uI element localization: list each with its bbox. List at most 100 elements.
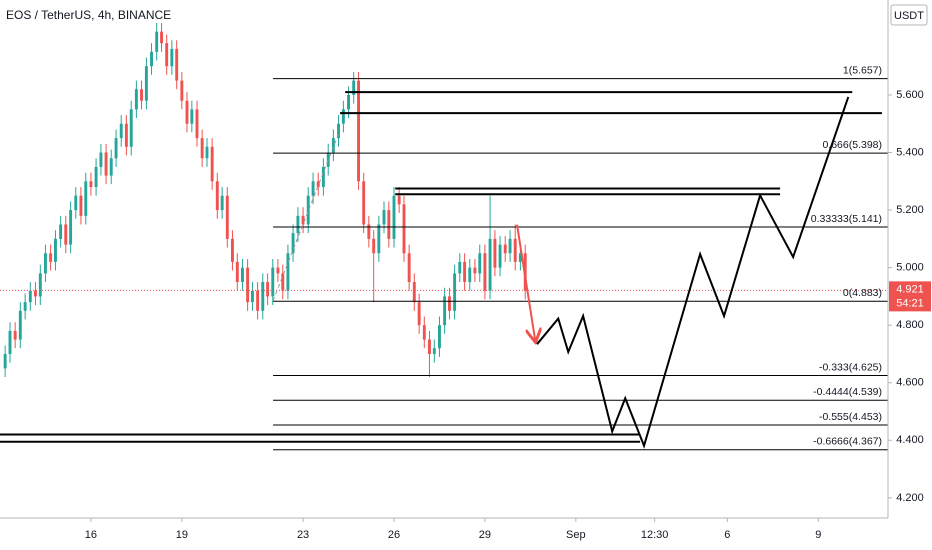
candle-body bbox=[185, 100, 189, 124]
y-tick-label: 4.400 bbox=[896, 434, 924, 446]
candle-body bbox=[190, 109, 194, 124]
candle-body bbox=[13, 330, 17, 340]
candle-body bbox=[104, 152, 108, 176]
candle-body bbox=[362, 181, 366, 225]
candle-body bbox=[69, 210, 73, 245]
candle-body bbox=[427, 339, 431, 354]
candle-body bbox=[129, 109, 133, 147]
red-arrow bbox=[516, 224, 535, 341]
fib-label: 1(5.657) bbox=[843, 64, 882, 76]
candle-body bbox=[296, 215, 300, 234]
candle-body bbox=[3, 353, 7, 369]
candle-body bbox=[352, 80, 356, 95]
candle-body bbox=[326, 152, 330, 167]
plot-area: 1(5.657) 0.666(5.398) 0.33333(5.141) 0(4.88… bbox=[0, 23, 888, 451]
x-tick-label: 23 bbox=[297, 529, 309, 541]
candle-body bbox=[220, 195, 224, 211]
candle-body bbox=[286, 253, 290, 291]
candle-body bbox=[518, 253, 522, 262]
candle-body bbox=[407, 253, 411, 283]
currency-box[interactable] bbox=[890, 4, 928, 26]
projection-path bbox=[536, 96, 850, 449]
chart-title: EOS / TetherUS, 4h, BINANCE bbox=[6, 8, 171, 22]
x-tick-label: Sep bbox=[566, 529, 586, 541]
currency: USDT bbox=[894, 10, 924, 22]
trend-line bbox=[272, 129, 341, 301]
price-tag bbox=[889, 281, 931, 312]
fib-label: -0.6666(4.367) bbox=[813, 436, 882, 448]
candle-body bbox=[175, 48, 179, 81]
candle-body bbox=[473, 267, 477, 274]
fib-label: -0.555(4.453) bbox=[819, 411, 882, 423]
candle-body bbox=[59, 224, 63, 239]
candle-body bbox=[437, 325, 441, 349]
candle-body bbox=[8, 330, 12, 354]
candle-body bbox=[23, 302, 27, 311]
fib-label: -0.4444(4.539) bbox=[813, 386, 882, 398]
x-tick-label: 16 bbox=[85, 529, 97, 541]
candle-body bbox=[347, 94, 350, 110]
price-tag-countdown: 54:21 bbox=[896, 297, 924, 309]
candle-body bbox=[94, 166, 98, 188]
candle-body bbox=[144, 66, 148, 101]
candle-body bbox=[281, 273, 285, 291]
candle-body bbox=[44, 253, 47, 274]
candle-body bbox=[276, 267, 280, 274]
candle-body bbox=[463, 261, 467, 283]
candle-body bbox=[493, 238, 497, 268]
candle-body bbox=[134, 89, 138, 110]
candle-body bbox=[271, 267, 275, 297]
candle-body bbox=[246, 267, 250, 303]
fib-label: 0.33333(5.141) bbox=[811, 213, 882, 225]
candle-body bbox=[387, 210, 391, 239]
candle-body bbox=[54, 238, 57, 262]
candle-body bbox=[337, 123, 340, 139]
y-tick-label: 5.200 bbox=[896, 204, 924, 216]
candle-body bbox=[74, 195, 78, 211]
candle-body bbox=[99, 152, 103, 167]
candle-body bbox=[266, 282, 270, 297]
candle-body bbox=[443, 296, 447, 326]
candle-body bbox=[34, 290, 37, 297]
candle-body bbox=[331, 138, 335, 153]
y-tick-label: 5.600 bbox=[896, 89, 924, 101]
candle-body bbox=[235, 261, 239, 283]
candle-body bbox=[357, 80, 360, 182]
candle-body bbox=[513, 238, 517, 262]
candle-body bbox=[367, 224, 371, 239]
candle-body bbox=[453, 273, 457, 311]
candle-body bbox=[150, 51, 153, 67]
candle-body bbox=[261, 282, 265, 311]
candle-body bbox=[508, 238, 512, 254]
candle-body bbox=[291, 233, 295, 254]
candle-body bbox=[417, 302, 421, 326]
candle-body bbox=[140, 89, 143, 101]
candle-body bbox=[412, 282, 416, 303]
candle-body bbox=[316, 181, 320, 188]
price-tag-value: 4.921 bbox=[896, 283, 924, 295]
candle-body bbox=[402, 204, 406, 254]
y-tick-label: 5.000 bbox=[896, 262, 924, 274]
candle-body bbox=[155, 31, 159, 52]
candle-body bbox=[422, 325, 426, 340]
candle-body bbox=[180, 80, 184, 101]
candle-body bbox=[195, 109, 199, 139]
candle-body bbox=[311, 181, 315, 196]
candle-body bbox=[119, 123, 123, 139]
x-tick-label: 12:30 bbox=[641, 529, 669, 541]
candle-body bbox=[392, 195, 396, 239]
candle-body bbox=[488, 238, 492, 291]
candle-body bbox=[200, 138, 204, 159]
fib-label: 0(4.883) bbox=[843, 287, 882, 299]
candle-body bbox=[377, 224, 381, 254]
candle-body bbox=[483, 253, 487, 291]
candle-body bbox=[165, 43, 169, 67]
candle-body bbox=[170, 48, 174, 67]
candle-body bbox=[397, 195, 401, 205]
candle-body bbox=[124, 123, 128, 147]
y-tick-label: 4.200 bbox=[896, 492, 924, 504]
candle-body bbox=[160, 31, 163, 44]
candle-body bbox=[448, 296, 451, 311]
candle-body bbox=[79, 195, 83, 216]
x-tick-label: 29 bbox=[479, 529, 491, 541]
